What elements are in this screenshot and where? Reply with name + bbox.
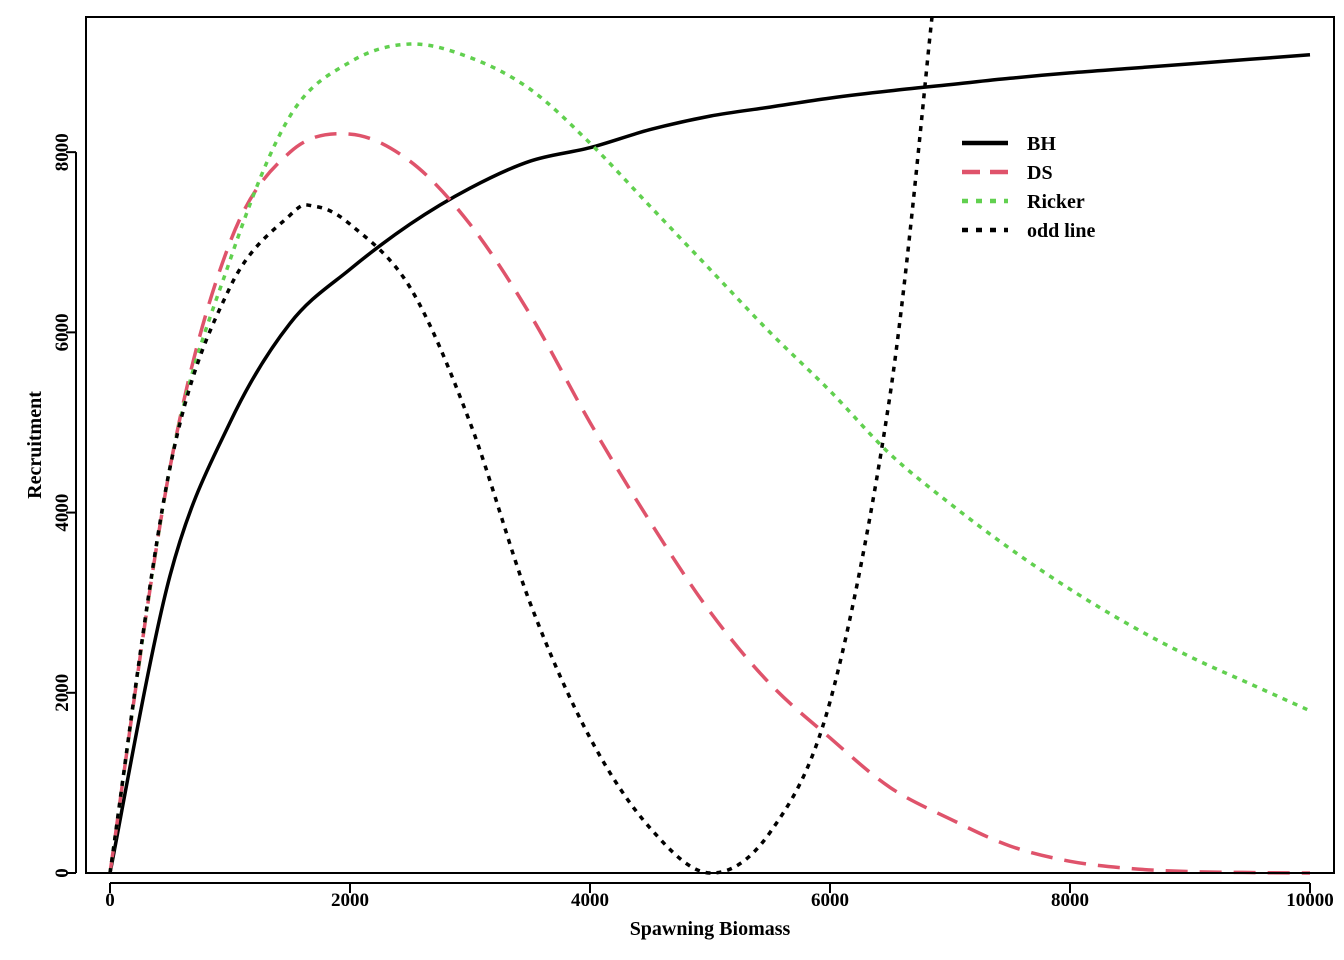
legend: BH DS Ricker odd line	[962, 133, 1095, 242]
y-tick-label: 2000	[52, 674, 73, 712]
y-axis-title: Recruitment	[24, 391, 46, 499]
legend-label: Ricker	[1027, 191, 1085, 213]
legend-label: DS	[1027, 162, 1053, 184]
y-axis: 0 2000 4000 6000 8000	[52, 133, 77, 878]
x-axis: 0 2000 4000 6000 8000 10000	[105, 882, 1334, 911]
series-line-odd-line	[108, 16, 934, 875]
y-tick-label: 0	[52, 868, 73, 878]
series-line-bh	[108, 53, 1311, 874]
y-tick-label: 8000	[52, 133, 73, 171]
y-tick-label: 4000	[52, 494, 73, 532]
legend-label: odd line	[1027, 220, 1095, 242]
y-tick-label: 6000	[52, 313, 73, 351]
x-tick-label: 6000	[811, 890, 849, 911]
x-tick-label: 0	[105, 890, 115, 911]
series-layer	[108, 16, 1311, 875]
series-line-ricker	[108, 42, 1311, 874]
x-tick-label: 8000	[1051, 890, 1089, 911]
x-tick-label: 10000	[1286, 890, 1334, 911]
x-axis-title: Spawning Biomass	[630, 918, 791, 940]
plot-frame	[85, 16, 1335, 874]
legend-label: BH	[1027, 133, 1056, 155]
series-line-ds	[108, 131, 1311, 875]
x-tick-label: 2000	[331, 890, 369, 911]
x-tick-label: 4000	[571, 890, 609, 911]
